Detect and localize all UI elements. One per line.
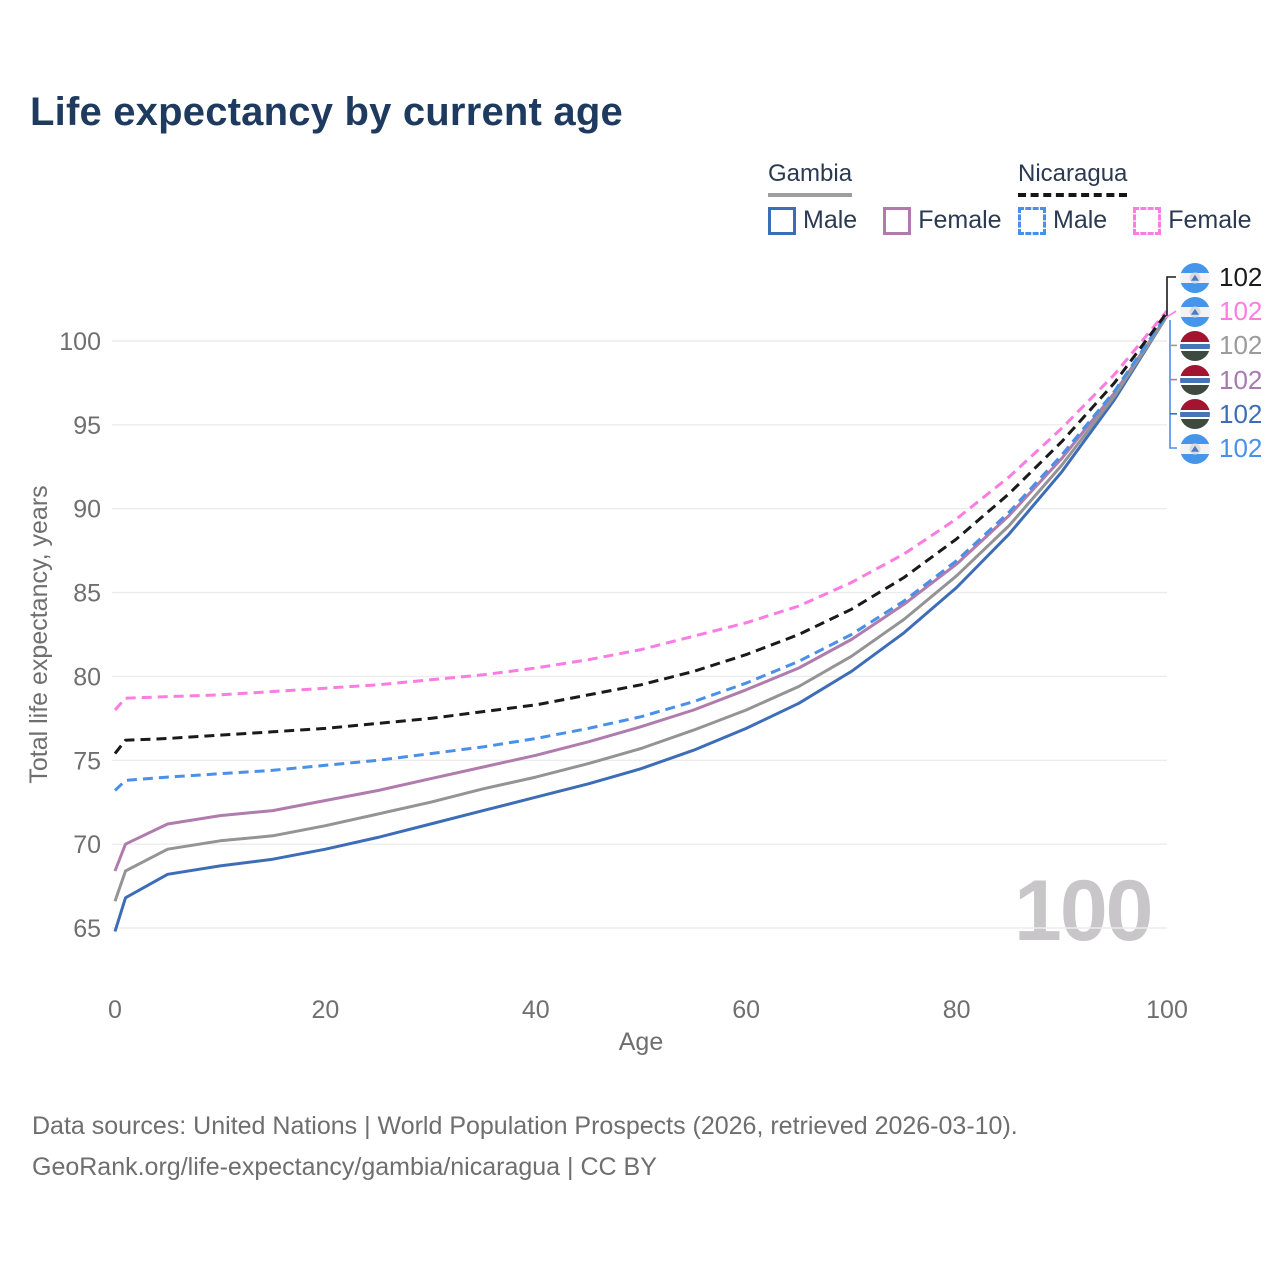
page-title: Life expectancy by current age bbox=[30, 90, 623, 134]
legend-country-nicaragua[interactable]: Nicaragua bbox=[1018, 160, 1128, 197]
x-axis-title: Age bbox=[619, 1028, 663, 1056]
y-tick-label: 65 bbox=[73, 915, 101, 943]
nicaragua-female-swatch-icon bbox=[1133, 206, 1162, 235]
legend-group-gambia: Gambia Male Female bbox=[768, 160, 1002, 235]
end-label-value: 102 bbox=[1219, 433, 1263, 463]
y-tick-label: 85 bbox=[73, 580, 101, 608]
end-label-value: 102 bbox=[1219, 398, 1263, 429]
end-label-row-nicaragua-female: 102 bbox=[1180, 296, 1262, 327]
y-tick-label: 90 bbox=[73, 496, 101, 524]
gambia-flag-icon bbox=[1180, 399, 1210, 430]
nicaragua-male-swatch-icon bbox=[1018, 206, 1046, 235]
end-label-value: 102 bbox=[1219, 364, 1263, 395]
footer-line-1: Data sources: United Nations | World Pop… bbox=[32, 1112, 1018, 1140]
legend-item-gambia-female[interactable]: Female bbox=[883, 206, 1002, 235]
legend-item-nicaragua-male[interactable]: Male bbox=[1018, 206, 1107, 235]
gambia-flag-icon bbox=[1180, 330, 1210, 361]
y-tick-label: 95 bbox=[73, 412, 101, 440]
end-label-row-gambia-both: 102 bbox=[1180, 330, 1262, 361]
end-label-row-gambia-female: 102 bbox=[1180, 365, 1262, 396]
nicaragua-flag-icon bbox=[1180, 296, 1210, 327]
end-label-row-nicaragua-male: 102 bbox=[1180, 433, 1262, 464]
y-tick-label: 70 bbox=[73, 831, 101, 859]
y-tick-label: 75 bbox=[73, 747, 101, 775]
gambia-flag-icon bbox=[1180, 365, 1210, 396]
y-tick-label: 80 bbox=[73, 663, 101, 691]
series-line-nicaragua-female bbox=[113, 309, 1169, 711]
x-tick-label: 0 bbox=[108, 996, 122, 1024]
end-label-row-nicaragua-both: 102 bbox=[1180, 262, 1262, 293]
legend-country-gambia[interactable]: Gambia bbox=[768, 160, 853, 197]
y-tick-label: 100 bbox=[59, 328, 101, 356]
data-sources-footer: Data sources: United Nations | World Pop… bbox=[32, 1106, 1018, 1187]
end-label-value: 102 bbox=[1219, 296, 1263, 327]
legend-label: Female bbox=[1168, 206, 1252, 234]
gambia-male-swatch-icon bbox=[768, 206, 796, 235]
current-age-watermark: 100 bbox=[1014, 863, 1153, 959]
series-line-nicaragua-male bbox=[113, 313, 1169, 792]
footer-line-2: GeoRank.org/life-expectancy/gambia/nicar… bbox=[32, 1152, 657, 1181]
end-label-value: 102 bbox=[1219, 262, 1263, 292]
x-tick-label: 20 bbox=[311, 996, 339, 1024]
x-tick-label: 80 bbox=[943, 996, 971, 1024]
x-tick-label: 100 bbox=[1146, 996, 1188, 1024]
legend-item-nicaragua-female[interactable]: Female bbox=[1133, 206, 1252, 235]
series-line-gambia-both bbox=[113, 314, 1169, 902]
x-tick-label: 60 bbox=[732, 996, 760, 1024]
legend-label: Male bbox=[803, 206, 858, 234]
end-label-row-gambia-male: 102 bbox=[1180, 399, 1262, 430]
legend-group-nicaragua: Nicaragua Male Female bbox=[1018, 160, 1252, 235]
series-line-gambia-female bbox=[113, 314, 1169, 872]
y-axis-title: Total life expectancy, years bbox=[25, 485, 53, 783]
gambia-female-swatch-icon bbox=[883, 206, 912, 235]
legend-item-gambia-male[interactable]: Male bbox=[768, 206, 857, 235]
leader-line bbox=[1166, 276, 1176, 316]
series-line-gambia-male bbox=[113, 315, 1169, 932]
leader-line bbox=[1169, 320, 1177, 449]
legend-label: Female bbox=[918, 206, 1002, 234]
nicaragua-flag-icon bbox=[1180, 262, 1210, 293]
leader-line bbox=[1164, 310, 1177, 319]
nicaragua-flag-icon bbox=[1180, 433, 1210, 464]
x-tick-label: 40 bbox=[522, 996, 550, 1024]
legend-label: Male bbox=[1053, 206, 1108, 234]
end-label-value: 102 bbox=[1219, 330, 1263, 361]
series-line-nicaragua-both bbox=[113, 311, 1169, 755]
